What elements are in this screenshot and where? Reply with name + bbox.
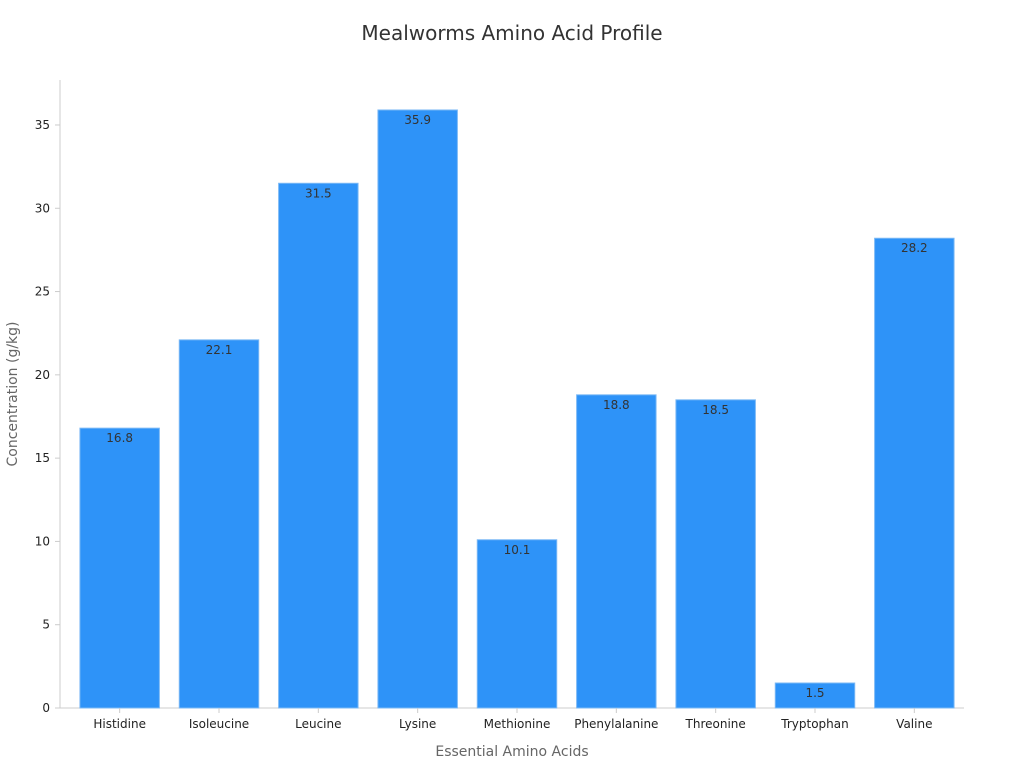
bar-value-label: 16.8 [106,431,133,445]
plot-area: 0 5 10 15 20 25 30 35 Histidine 16.8 Isoleucine 22.… [35,80,964,731]
x-tick-label: Methionine [484,717,551,731]
bar-value-label: 1.5 [805,686,824,700]
y-tick-label: 30 [35,201,50,215]
bar-value-label: 22.1 [206,343,233,357]
x-tick-label: Valine [896,717,932,731]
bar [178,339,260,709]
bar-value-label: 35.9 [404,113,431,127]
y-axis-label: Concentration (g/kg) [5,321,21,466]
bar [576,394,657,709]
bar [476,539,558,709]
y-tick-label: 0 [42,701,50,715]
bar [278,182,359,709]
bar-value-label: 31.5 [305,186,332,200]
bar [774,682,856,709]
x-axis-label: Essential Amino Acids [435,744,588,760]
y-tick-label: 25 [35,285,50,299]
x-tick-label: Isoleucine [189,717,249,731]
x-tick-label: Lysine [399,717,436,731]
bar [675,399,756,709]
bar-value-label: 28.2 [901,241,928,255]
x-tick-label: Tryptophan [780,717,848,731]
x-tick-label: Leucine [295,717,341,731]
bar [377,109,458,709]
bar [874,237,955,709]
y-tick-label: 15 [35,451,50,465]
y-tick-label: 35 [35,118,50,132]
bar-value-label: 10.1 [504,543,531,557]
bar-value-label: 18.8 [603,398,630,412]
y-tick-label: 5 [42,618,50,632]
y-tick-label: 20 [35,368,50,382]
bar [79,427,160,709]
x-tick-label: Histidine [93,717,146,731]
x-tick-label: Threonine [685,717,746,731]
x-tick-label: Phenylalanine [574,717,658,731]
chart-title: Mealworms Amino Acid Profile [361,21,662,45]
y-tick-label: 10 [35,534,50,548]
bar-value-label: 18.5 [702,403,729,417]
